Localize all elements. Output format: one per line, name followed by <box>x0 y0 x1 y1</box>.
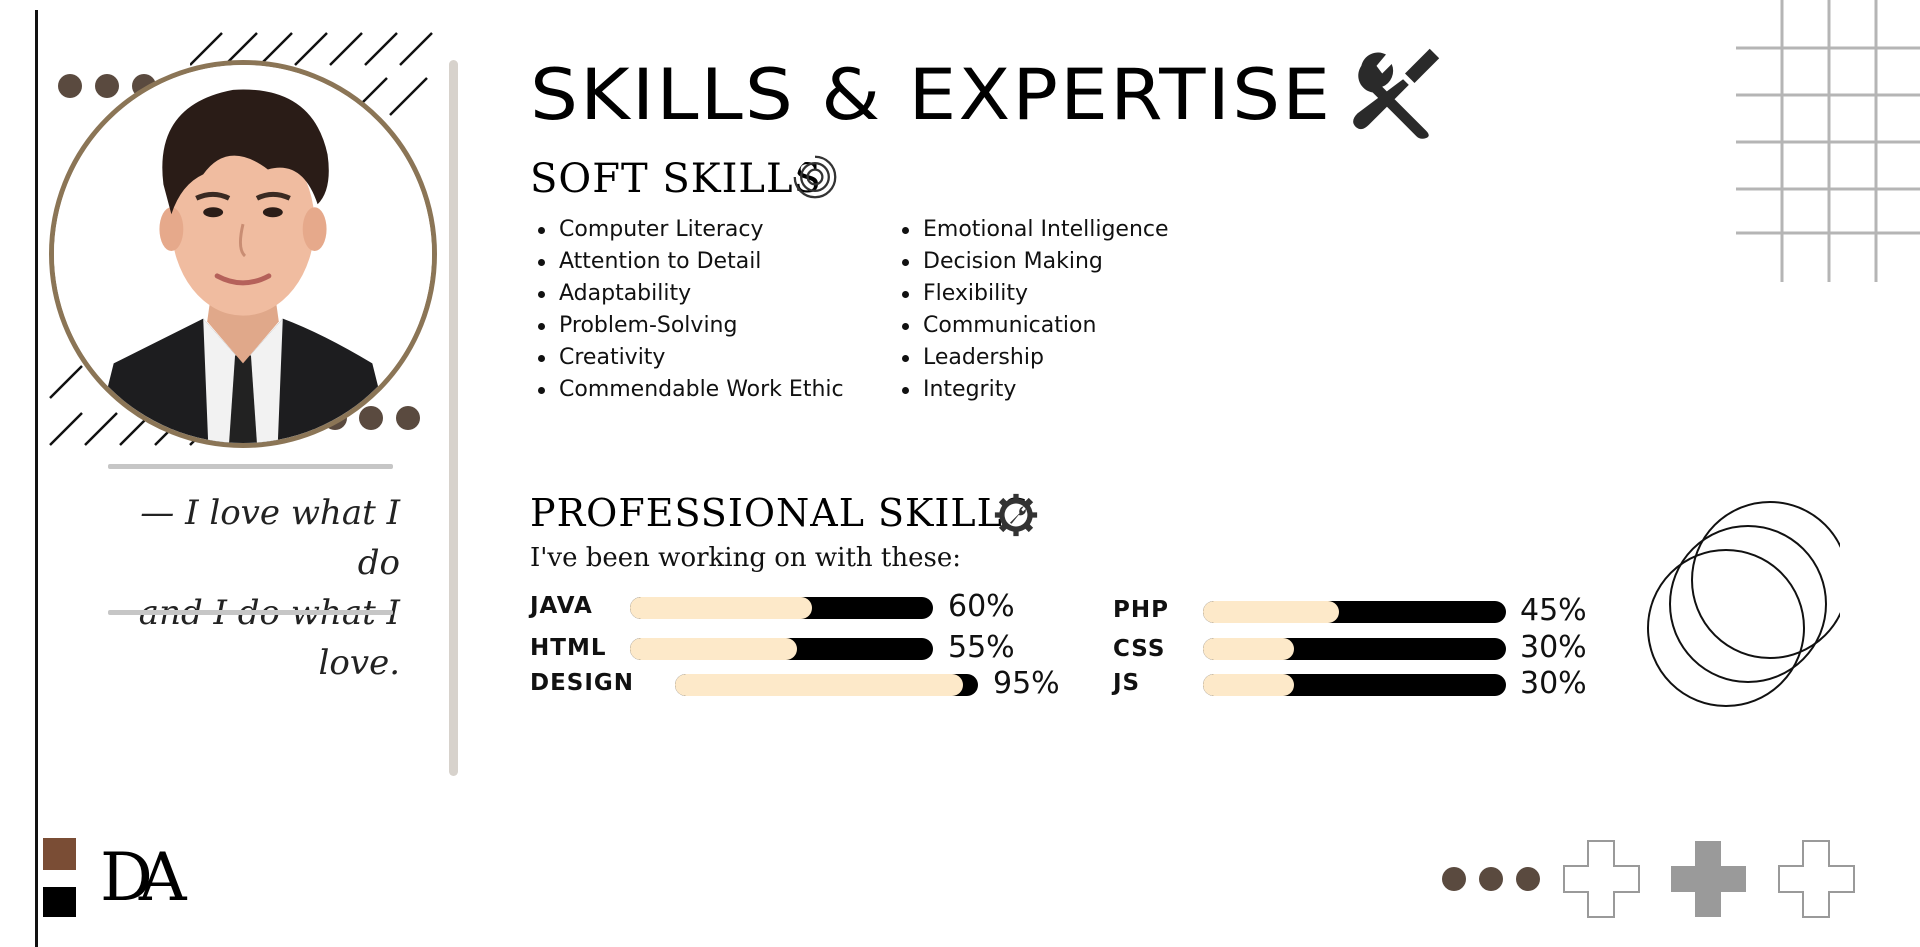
accent-dot <box>95 74 119 98</box>
hatch-decoration-top <box>190 32 433 116</box>
profile-photo <box>49 60 437 448</box>
crosses-decoration <box>1563 840 1855 918</box>
list-item: Problem-Solving <box>531 310 844 342</box>
list-item: Computer Literacy <box>531 214 844 246</box>
logo-square-brown <box>43 838 76 870</box>
skill-bar-fill <box>1203 638 1294 660</box>
skill-percent-html: 55% <box>948 630 1015 665</box>
soft-skills-heading: SOFT SKILLS <box>530 156 822 202</box>
skill-bar-css <box>1203 638 1506 660</box>
skill-bar-fill <box>1203 601 1340 623</box>
circles-decoration <box>1647 501 1840 707</box>
quote-divider-bottom <box>108 610 393 615</box>
soft-skills-list-2: Emotional Intelligence Decision Making F… <box>895 214 1169 406</box>
skill-bar-html <box>630 638 933 660</box>
professional-skills-heading: PROFESSIONAL SKILLS <box>530 491 1030 535</box>
skill-percent-java: 60% <box>948 589 1015 624</box>
skill-bar-fill <box>675 674 963 696</box>
skill-label-java: JAVA <box>530 593 593 619</box>
list-item: Commendable Work Ethic <box>531 374 844 406</box>
logo-monogram: DA <box>100 839 187 916</box>
quote-line-1: — I love what I do <box>140 493 400 583</box>
professional-skills-subtitle: I've been working on with these: <box>530 543 962 573</box>
list-item: Attention to Detail <box>531 246 844 278</box>
list-item: Flexibility <box>895 278 1169 310</box>
tools-icon <box>1353 48 1440 139</box>
accent-dot <box>58 74 82 98</box>
page-title: SKILLS & EXPERTISE <box>530 54 1333 136</box>
target-icon <box>792 154 837 199</box>
list-item: Adaptability <box>531 278 844 310</box>
skill-percent-css: 30% <box>1520 630 1587 665</box>
accent-dot <box>359 406 383 430</box>
list-item: Integrity <box>895 374 1169 406</box>
dots-decoration <box>1442 867 1540 891</box>
skill-bar-js <box>1203 674 1506 696</box>
skill-bar-java <box>630 597 933 619</box>
gear-wrench-icon <box>994 493 1038 537</box>
list-item: Decision Making <box>895 246 1169 278</box>
list-item: Communication <box>895 310 1169 342</box>
skill-bar-fill <box>1203 674 1294 696</box>
skill-bar-fill <box>630 638 797 660</box>
left-rule <box>35 10 38 947</box>
skill-label-php: PHP <box>1113 597 1169 623</box>
skill-label-css: CSS <box>1113 636 1166 662</box>
skill-label-design: DESIGN <box>530 670 635 696</box>
skill-bar-fill <box>630 597 812 619</box>
skill-percent-design: 95% <box>993 666 1060 701</box>
quote: — I love what I do and I do what I love. <box>100 488 400 688</box>
soft-skills-list-1: Computer Literacy Attention to Detail Ad… <box>531 214 844 406</box>
logo-square-black <box>43 887 76 917</box>
skill-percent-php: 45% <box>1520 593 1587 628</box>
portrait-illustration <box>54 65 432 443</box>
vertical-divider <box>449 60 458 776</box>
quote-line-2: and I do what I love. <box>138 593 400 683</box>
skill-label-js: JS <box>1113 670 1141 696</box>
skill-label-html: HTML <box>530 635 607 661</box>
quote-divider-top <box>108 464 393 469</box>
grid-decoration <box>1736 0 1920 282</box>
list-item: Emotional Intelligence <box>895 214 1169 246</box>
accent-dot <box>396 406 420 430</box>
skill-percent-js: 30% <box>1520 666 1587 701</box>
skill-bar-design <box>675 674 978 696</box>
list-item: Creativity <box>531 342 844 374</box>
skill-bar-php <box>1203 601 1506 623</box>
list-item: Leadership <box>895 342 1169 374</box>
